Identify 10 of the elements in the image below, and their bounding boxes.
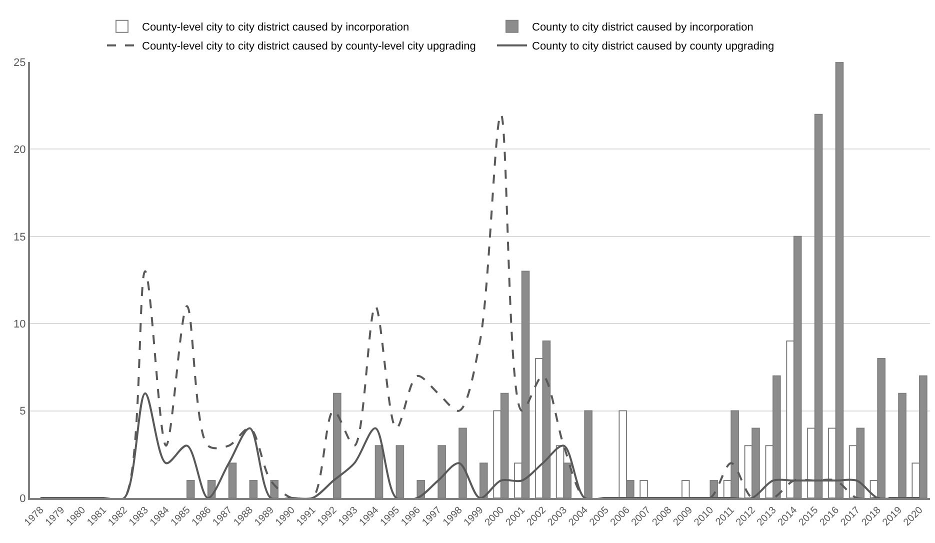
y-tick-label: 25 xyxy=(14,56,26,69)
y-tick-label: 20 xyxy=(14,144,26,156)
y-tick-label: 5 xyxy=(20,406,26,418)
y-tick-label: 0 xyxy=(20,492,26,505)
legend-label: County-level city to city district caused by county-level city upgrading xyxy=(142,40,476,53)
y-tick-label: 15 xyxy=(14,231,26,244)
legend-label: County-level city to city district caused by incorporation xyxy=(142,22,410,34)
legend-label: County to city district caused by incorporation xyxy=(532,22,754,34)
y-tick-label: 10 xyxy=(14,318,26,330)
legend-label: County to city district caused by county upgrading xyxy=(532,40,774,53)
